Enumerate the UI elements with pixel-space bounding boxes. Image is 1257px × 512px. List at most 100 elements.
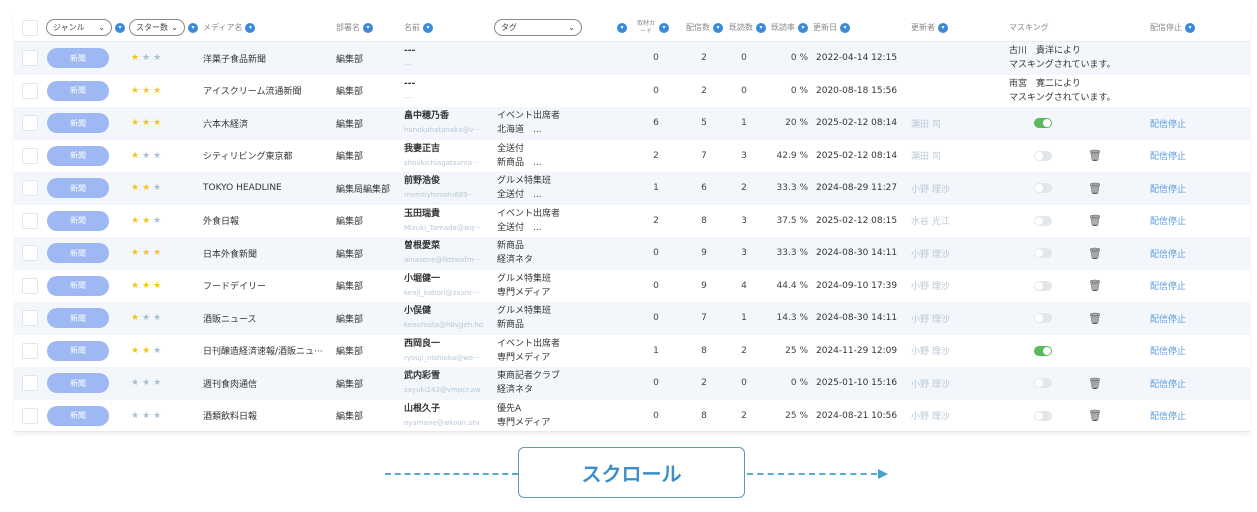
stop-delivery-link[interactable]: 配信停止 xyxy=(1150,119,1187,130)
media-name[interactable]: アイスクリーム流通新聞 xyxy=(203,87,302,98)
trash-icon[interactable]: 🗑 xyxy=(1088,214,1102,228)
star-rating[interactable]: ★ ★ ★ xyxy=(131,205,164,238)
masking-toggle[interactable] xyxy=(1034,345,1052,356)
sort-icon[interactable]: ▾ xyxy=(1185,22,1195,33)
stop-delivery-link[interactable]: 配信停止 xyxy=(1150,217,1187,228)
sort-icon[interactable]: ▾ xyxy=(363,22,373,33)
genre-badge[interactable]: 新聞 xyxy=(47,405,109,426)
trash-icon[interactable]: 🗑 xyxy=(1088,409,1102,423)
person-name[interactable]: 小堀健一 xyxy=(404,273,441,284)
row-checkbox[interactable] xyxy=(22,407,38,424)
media-name[interactable]: 酒販ニュース xyxy=(203,314,257,325)
person-name[interactable]: 武内彩雪 xyxy=(404,371,441,382)
person-name[interactable]: 小俣健 xyxy=(404,306,432,317)
masking-toggle[interactable] xyxy=(1034,248,1052,259)
media-name[interactable]: 洋菓子食品新聞 xyxy=(203,54,267,65)
sort-icon[interactable]: ▾ xyxy=(938,22,948,33)
media-name[interactable]: 酒類飲料日報 xyxy=(203,412,258,423)
genre-badge[interactable]: 新聞 xyxy=(47,210,109,231)
row-checkbox[interactable] xyxy=(22,82,38,99)
media-name[interactable]: TOKYO HEADLINE xyxy=(203,183,282,194)
person-name[interactable]: 畠中穂乃香 xyxy=(404,111,450,122)
person-name[interactable]: --- xyxy=(404,78,416,89)
masking-toggle[interactable] xyxy=(1034,118,1052,129)
media-name[interactable]: フードデイリー xyxy=(203,282,267,293)
stars-filter[interactable]: スター数 ⌄ xyxy=(129,19,185,36)
row-checkbox[interactable] xyxy=(22,50,38,67)
sort-icon[interactable]: ▾ xyxy=(659,22,669,33)
trash-icon[interactable]: 🗑 xyxy=(1088,279,1102,293)
genre-badge[interactable]: 新聞 xyxy=(47,145,109,166)
trash-icon[interactable]: 🗑 xyxy=(1088,181,1102,195)
trash-icon[interactable]: 🗑 xyxy=(1088,376,1102,390)
row-checkbox[interactable] xyxy=(22,310,38,327)
stop-delivery-link[interactable]: 配信停止 xyxy=(1150,152,1187,163)
masking-toggle[interactable] xyxy=(1034,150,1052,161)
person-name[interactable]: 西岡良一 xyxy=(404,338,441,349)
stop-delivery-link[interactable]: 配信停止 xyxy=(1150,184,1187,195)
row-checkbox[interactable] xyxy=(22,245,38,262)
person-name[interactable]: 曽根愛菜 xyxy=(404,241,441,252)
stop-delivery-link[interactable]: 配信停止 xyxy=(1150,379,1187,390)
person-name[interactable]: 前野浩俊 xyxy=(404,176,441,187)
row-checkbox[interactable] xyxy=(22,375,38,392)
select-all-checkbox[interactable] xyxy=(22,19,38,36)
sort-icon[interactable]: ▾ xyxy=(245,22,256,33)
genre-badge[interactable]: 新聞 xyxy=(47,340,109,361)
person-name[interactable]: 山根久子 xyxy=(404,403,441,414)
masking-toggle[interactable] xyxy=(1034,280,1052,291)
genre-badge[interactable]: 新聞 xyxy=(47,275,109,296)
stop-delivery-link[interactable]: 配信停止 xyxy=(1150,412,1187,423)
star-rating[interactable]: ★ ★ ★ xyxy=(131,237,164,270)
trash-icon[interactable]: 🗑 xyxy=(1088,246,1102,260)
star-rating[interactable]: ★ ★ ★ xyxy=(131,140,164,173)
genre-badge[interactable]: 新聞 xyxy=(47,243,109,264)
genre-badge[interactable]: 新聞 xyxy=(47,373,109,394)
row-checkbox[interactable] xyxy=(22,342,38,359)
star-rating[interactable]: ★ ★ ★ xyxy=(131,75,164,108)
person-name[interactable]: 我妻正吉 xyxy=(404,143,441,154)
genre-badge[interactable]: 新聞 xyxy=(47,308,109,329)
trash-icon[interactable]: 🗑 xyxy=(1088,149,1102,163)
row-checkbox[interactable] xyxy=(22,277,38,294)
genre-filter[interactable]: ジャンル ⌄ xyxy=(46,19,112,36)
masking-toggle[interactable] xyxy=(1034,313,1052,324)
genre-badge[interactable]: 新聞 xyxy=(47,48,109,69)
star-rating[interactable]: ★ ★ ★ xyxy=(131,270,164,303)
genre-badge[interactable]: 新聞 xyxy=(47,80,109,101)
sort-icon[interactable]: ▾ xyxy=(840,22,850,33)
star-rating[interactable]: ★ ★ ★ xyxy=(131,400,164,432)
row-checkbox[interactable] xyxy=(22,115,38,132)
media-name[interactable]: 週刊食肉通信 xyxy=(203,379,258,390)
masking-toggle[interactable] xyxy=(1034,215,1052,226)
tag-filter[interactable]: タグ ⌄ xyxy=(494,19,582,36)
stop-delivery-link[interactable]: 配信停止 xyxy=(1150,347,1187,358)
row-checkbox[interactable] xyxy=(22,180,38,197)
media-name[interactable]: シティリビング東京都 xyxy=(203,152,293,163)
star-rating[interactable]: ★ ★ ★ xyxy=(131,42,164,75)
row-checkbox[interactable] xyxy=(22,147,38,164)
genre-badge[interactable]: 新聞 xyxy=(47,113,109,134)
sort-icon[interactable]: ▾ xyxy=(115,22,125,33)
masking-toggle[interactable] xyxy=(1034,378,1052,389)
star-rating[interactable]: ★ ★ ★ xyxy=(131,302,164,335)
media-name[interactable]: 六本木経済 xyxy=(203,119,249,130)
star-rating[interactable]: ★ ★ ★ xyxy=(131,107,164,140)
stop-delivery-link[interactable]: 配信停止 xyxy=(1150,249,1187,260)
media-name[interactable]: 日本外食新聞 xyxy=(203,249,258,260)
trash-icon[interactable]: 🗑 xyxy=(1088,311,1102,325)
stop-delivery-link[interactable]: 配信停止 xyxy=(1150,282,1187,293)
masking-toggle[interactable] xyxy=(1034,183,1052,194)
media-name[interactable]: 外食日報 xyxy=(203,217,240,228)
person-name[interactable]: 玉田瑞貴 xyxy=(404,208,441,219)
masking-toggle[interactable] xyxy=(1034,410,1052,421)
row-checkbox[interactable] xyxy=(22,212,38,229)
sort-icon[interactable]: ▾ xyxy=(756,22,766,33)
media-name[interactable]: 日刊醸造経済速報/酒販ニュ··· xyxy=(203,347,323,358)
sort-icon[interactable]: ▾ xyxy=(713,22,723,33)
scroll-button[interactable]: スクロール xyxy=(518,447,745,498)
star-rating[interactable]: ★ ★ ★ xyxy=(131,335,164,368)
star-rating[interactable]: ★ ★ ★ xyxy=(131,367,164,400)
stop-delivery-link[interactable]: 配信停止 xyxy=(1150,314,1187,325)
star-rating[interactable]: ★ ★ ★ xyxy=(131,172,164,205)
